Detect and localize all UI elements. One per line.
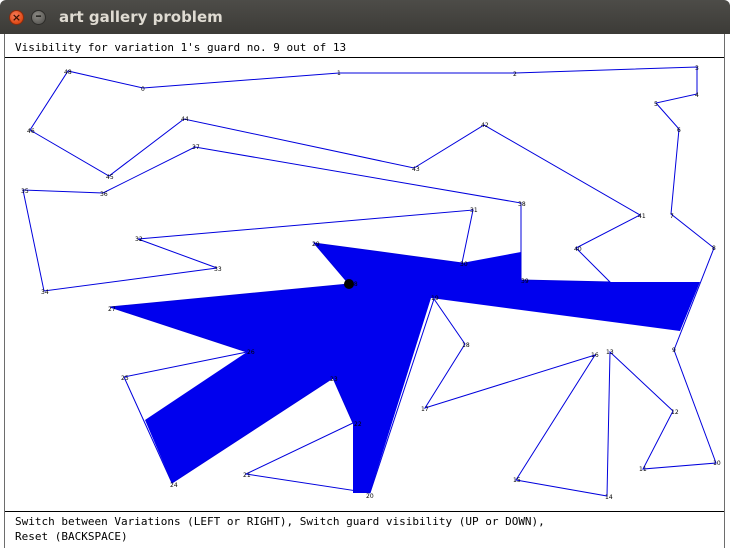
vertex-label: 15	[513, 477, 521, 484]
vertex-label: 34	[41, 289, 49, 296]
vertex-label: 30	[460, 261, 468, 268]
vertex-label: 1	[337, 70, 341, 77]
vertex-label: 13	[606, 349, 614, 356]
help-line-2: Reset (BACKSPACE)	[15, 530, 128, 543]
help-text: Switch between Variations (LEFT or RIGHT…	[15, 514, 545, 544]
vertex-label: 33	[214, 266, 222, 273]
vertex-label: 24	[170, 482, 178, 489]
status-text: Visibility for variation 1's guard no. 9…	[15, 41, 347, 54]
bottom-divider	[5, 511, 724, 512]
vertex-label: 29	[312, 241, 320, 248]
vertex-label: 10	[713, 460, 721, 467]
vertex-label: 45	[106, 174, 114, 181]
top-divider	[5, 57, 724, 58]
title-bar: × – art gallery problem	[0, 0, 730, 34]
vertex-label: 28	[350, 281, 358, 288]
vertex-label: 32	[135, 236, 143, 243]
close-icon[interactable]: ×	[9, 10, 24, 25]
vertex-label: 6	[677, 127, 681, 134]
vertex-label: 11	[639, 466, 647, 473]
vertex-label: 16	[591, 352, 599, 359]
minimize-icon[interactable]: –	[31, 10, 46, 25]
vertex-label: 8	[712, 245, 716, 252]
vertex-label: 25	[121, 375, 129, 382]
gallery-canvas[interactable]: 48 0 1 2 3 4 5 6 7 8 9 10 11 12 13 14 15…	[5, 57, 724, 511]
vertex-label: 20	[366, 493, 374, 500]
vertex-label: 31	[470, 207, 478, 214]
help-line-1: Switch between Variations (LEFT or RIGHT…	[15, 515, 545, 528]
vertex-label: 18	[462, 342, 470, 349]
vertex-label: 43	[412, 166, 420, 173]
vertex-label: 48	[64, 69, 72, 76]
guard-point[interactable]	[344, 279, 354, 289]
vertex-label: 42	[481, 122, 489, 129]
vertex-label: 36	[100, 191, 108, 198]
vertex-label: 26	[247, 349, 255, 356]
vertex-label: 7	[670, 213, 674, 220]
vertex-label: 19	[431, 295, 439, 302]
vertex-label: 9	[672, 347, 676, 354]
vertex-label: 23	[330, 376, 338, 383]
vertex-label: 21	[243, 472, 251, 479]
vertex-label: 2	[513, 71, 517, 78]
window-title: art gallery problem	[59, 8, 223, 26]
vertex-label: 44	[181, 116, 189, 123]
vertex-label: 37	[192, 144, 200, 151]
vertex-label: 35	[21, 188, 29, 195]
vertex-labels: 48 0 1 2 3 4 5 6 7 8 9 10 11 12 13 14 15…	[21, 65, 721, 501]
vertex-label: 46	[27, 128, 35, 135]
vertex-label: 4	[695, 92, 699, 99]
vertex-label: 0	[141, 86, 145, 93]
vertex-label: 38	[518, 201, 526, 208]
vertex-label: 40	[574, 246, 582, 253]
vertex-label: 3	[695, 65, 699, 72]
vertex-label: 39	[521, 278, 529, 285]
vertex-label: 12	[671, 409, 679, 416]
visibility-region	[110, 243, 700, 493]
vertex-label: 14	[605, 494, 613, 501]
vertex-label: 5	[654, 101, 658, 108]
vertex-label: 41	[638, 213, 646, 220]
gallery-polygon	[22, 66, 717, 497]
vertex-label: 27	[108, 306, 116, 313]
vertex-label: 22	[354, 421, 362, 428]
vertex-label: 17	[421, 406, 429, 413]
